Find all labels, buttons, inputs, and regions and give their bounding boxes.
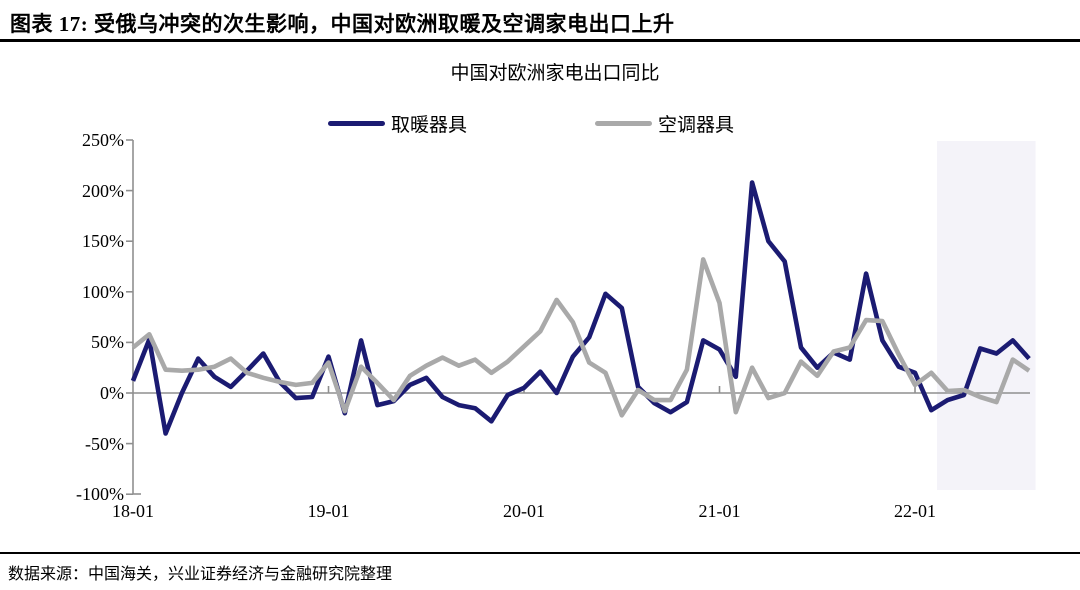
y-tick-label: 200% — [82, 180, 124, 201]
y-tick-label: 50% — [91, 332, 124, 353]
legend-item-heater: 取暖器具 — [328, 111, 468, 136]
y-tick-label: 250% — [82, 130, 124, 150]
chart-title: 中国对欧洲家电出口同比 — [450, 63, 660, 84]
footer-divider — [0, 552, 1080, 554]
ac-line-swatch — [595, 120, 652, 126]
y-tick-label: 150% — [82, 231, 124, 252]
ac-legend-label: 空调器具 — [658, 114, 735, 136]
x-tick-label: 19-01 — [307, 501, 350, 521]
page-title: 图表 17: 受俄乌冲突的次生影响，中国对欧洲取暖及空调家电出口上升 — [10, 12, 675, 36]
y-tick-label: 0% — [100, 383, 124, 403]
heater-line-swatch — [328, 120, 385, 126]
y-tick-label: -50% — [85, 433, 124, 454]
legend-item-ac: 空调器具 — [595, 111, 735, 136]
x-tick-label: 21-01 — [698, 501, 741, 521]
x-tick-label: 20-01 — [503, 501, 545, 521]
x-tick-label: 18-01 — [112, 501, 154, 521]
y-tick-label: 100% — [82, 281, 124, 302]
source-note: 数据来源：中国海关，兴业证券经济与金融研究院整理 — [8, 566, 393, 583]
heater-series-line — [130, 180, 1031, 436]
header-divider — [0, 39, 1080, 42]
y-tick-label: -100% — [76, 484, 124, 505]
x-tick-label: 22-01 — [894, 501, 937, 521]
heater-legend-label: 取暖器具 — [391, 114, 468, 136]
highlight-band — [937, 141, 1036, 490]
ac-series-line — [131, 257, 1031, 418]
